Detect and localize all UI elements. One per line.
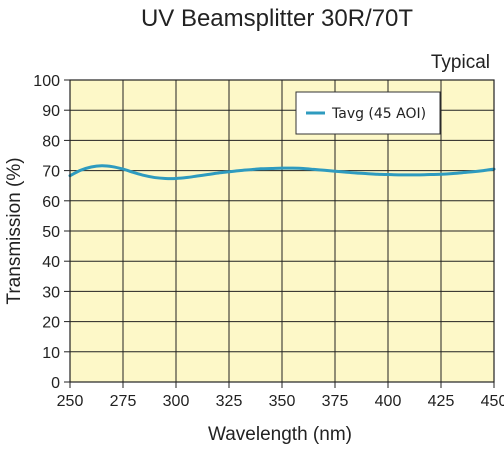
x-tick-label: 325	[216, 393, 243, 410]
typical-note: Typical	[431, 52, 490, 73]
axis-ticks: 250 275 300 325 350 375 400 425 450 0 10 20 30 40 50 60…	[33, 73, 504, 410]
y-tick-label: 0	[51, 375, 60, 392]
x-tick-label: 450	[481, 393, 504, 410]
x-tick-label: 375	[322, 393, 349, 410]
x-tick-label: 250	[57, 393, 84, 410]
series-lines	[68, 164, 496, 181]
y-tick-label: 10	[42, 345, 60, 362]
series-line-0	[68, 164, 496, 181]
x-tick-label: 350	[269, 393, 296, 410]
y-tick-label: 50	[42, 224, 60, 241]
x-tick-label: 425	[428, 393, 455, 410]
y-tick-label: 20	[42, 315, 60, 332]
x-tick-label: 300	[163, 393, 190, 410]
x-tick-label: 275	[110, 393, 137, 410]
x-tick-label: 400	[375, 393, 402, 410]
chart-title: UV Beamsplitter 30R/70T	[141, 5, 413, 32]
y-tick-label: 70	[42, 164, 60, 181]
legend-label: Tavg (45 AOI)	[331, 106, 426, 122]
y-tick-label: 90	[42, 103, 60, 120]
x-axis-label: Wavelength (nm)	[208, 424, 352, 445]
legend: Tavg (45 AOI)	[295, 91, 441, 135]
y-tick-label: 30	[42, 284, 60, 301]
grid	[70, 80, 494, 382]
y-tick-label: 60	[42, 194, 60, 211]
y-tick-label: 40	[42, 254, 60, 271]
y-axis-label: Transmission (%)	[4, 157, 25, 304]
y-tick-label: 80	[42, 133, 60, 150]
y-tick-label: 100	[33, 73, 60, 90]
